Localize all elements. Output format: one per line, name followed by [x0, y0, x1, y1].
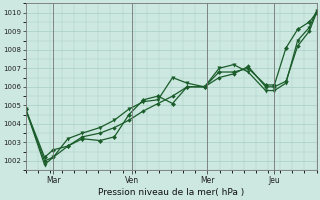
X-axis label: Pression niveau de la mer( hPa ): Pression niveau de la mer( hPa ): [98, 188, 244, 197]
